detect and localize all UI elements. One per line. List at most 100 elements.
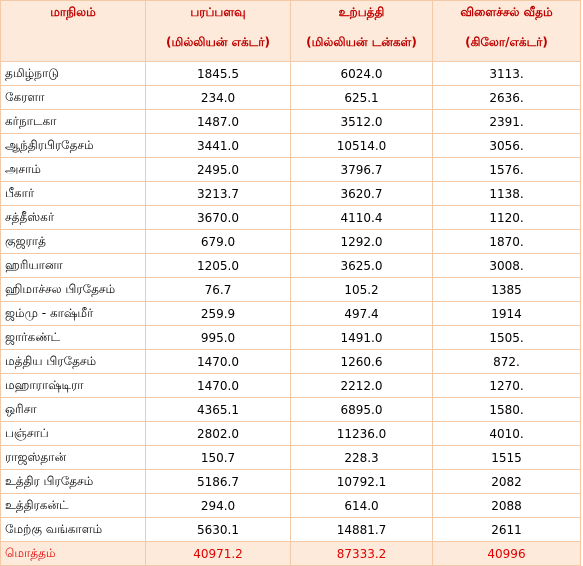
state-cell: மேற்கு வங்காளம் <box>0 517 146 542</box>
state-cell: கர்நாடகா <box>0 109 146 134</box>
value-cell: 3796.7 <box>290 157 433 182</box>
table-row: பஞ்சாப் 2802.0 11236.0 4010. <box>0 421 581 446</box>
state-cell: ஆந்திரபிரதேசம் <box>0 133 146 158</box>
header-cell: விளைச்சல் வீதம் (கிலோ/எக்டர்) <box>432 0 581 62</box>
state-cell: மஹாராஷ்டிரா <box>0 373 146 398</box>
value-cell: 1914 <box>432 301 581 326</box>
column-title: உற்பத்தி <box>338 5 385 19</box>
table-row: சத்தீஸ்கர் 3670.0 4110.4 1120. <box>0 205 581 230</box>
column-title: பரப்பளவு <box>190 5 246 19</box>
table-row: பீகார் 3213.7 3620.7 1138. <box>0 181 581 206</box>
value-cell: 1491.0 <box>290 325 433 350</box>
table-body: தமிழ்நாடு 1845.5 6024.0 3113. கேரளா 234.0 625.… <box>0 61 581 566</box>
table-header: மாநிலம் பரப்பளவு (மில்லியன் எக்டர்) உற்பத்த… <box>0 0 581 62</box>
value-cell: 4110.4 <box>290 205 433 230</box>
column-title: விளைச்சல் வீதம் <box>460 5 553 19</box>
value-cell: 4365.1 <box>145 397 291 422</box>
value-cell: 76.7 <box>145 277 291 302</box>
value-cell: 2636. <box>432 85 581 110</box>
state-cell: ஒரிசா <box>0 397 146 422</box>
column-unit: (மில்லியன் டன்கள்) <box>306 35 417 49</box>
table-row: ராஜஸ்தான் 150.7 228.3 1515 <box>0 445 581 470</box>
value-cell: 1470.0 <box>145 373 291 398</box>
state-cell: ஜார்கண்ட் <box>0 325 146 350</box>
header-cell: பரப்பளவு (மில்லியன் எக்டர்) <box>145 0 291 62</box>
total-value: 40996 <box>432 541 581 566</box>
value-cell: 10792.1 <box>290 469 433 494</box>
value-cell: 872. <box>432 349 581 374</box>
table-row: கேரளா 234.0 625.1 2636. <box>0 85 581 110</box>
value-cell: 1505. <box>432 325 581 350</box>
value-cell: 2802.0 <box>145 421 291 446</box>
state-cell: ராஜஸ்தான் <box>0 445 146 470</box>
total-value: 40971.2 <box>145 541 291 566</box>
table-row: மஹாராஷ்டிரா 1470.0 2212.0 1270. <box>0 373 581 398</box>
value-cell: 259.9 <box>145 301 291 326</box>
state-cell: பீகார் <box>0 181 146 206</box>
table-row: ஹரியானா 1205.0 3625.0 3008. <box>0 253 581 278</box>
state-cell: மத்திய பிரதேசம் <box>0 349 146 374</box>
state-cell: பஞ்சாப் <box>0 421 146 446</box>
value-cell: 1487.0 <box>145 109 291 134</box>
state-cell: உத்திரகன்ட் <box>0 493 146 518</box>
value-cell: 1120. <box>432 205 581 230</box>
value-cell: 228.3 <box>290 445 433 470</box>
table-row: ஆந்திரபிரதேசம் 3441.0 10514.0 3056. <box>0 133 581 158</box>
value-cell: 14881.7 <box>290 517 433 542</box>
value-cell: 3213.7 <box>145 181 291 206</box>
value-cell: 1576. <box>432 157 581 182</box>
value-cell: 1515 <box>432 445 581 470</box>
table-row: ஹிமாச்சல பிரதேசம் 76.7 105.2 1385 <box>0 277 581 302</box>
value-cell: 294.0 <box>145 493 291 518</box>
value-cell: 2611 <box>432 517 581 542</box>
header-cell: மாநிலம் <box>0 0 146 62</box>
value-cell: 11236.0 <box>290 421 433 446</box>
total-label: மொத்தம் <box>0 541 146 566</box>
value-cell: 1205.0 <box>145 253 291 278</box>
value-cell: 150.7 <box>145 445 291 470</box>
value-cell: 2212.0 <box>290 373 433 398</box>
table-row: தமிழ்நாடு 1845.5 6024.0 3113. <box>0 61 581 86</box>
value-cell: 3670.0 <box>145 205 291 230</box>
state-cell: கேரளா <box>0 85 146 110</box>
value-cell: 1385 <box>432 277 581 302</box>
value-cell: 3512.0 <box>290 109 433 134</box>
value-cell: 614.0 <box>290 493 433 518</box>
value-cell: 995.0 <box>145 325 291 350</box>
header-cell: உற்பத்தி (மில்லியன் டன்கள்) <box>290 0 433 62</box>
state-cell: அசாம் <box>0 157 146 182</box>
value-cell: 1580. <box>432 397 581 422</box>
table-row: குஜராத் 679.0 1292.0 1870. <box>0 229 581 254</box>
value-cell: 1470.0 <box>145 349 291 374</box>
value-cell: 2391. <box>432 109 581 134</box>
table-row: ஜம்மு - காஷ்மீர் 259.9 497.4 1914 <box>0 301 581 326</box>
table-row: மத்திய பிரதேசம் 1470.0 1260.6 872. <box>0 349 581 374</box>
value-cell: 3620.7 <box>290 181 433 206</box>
column-unit: (மில்லியன் எக்டர்) <box>166 35 270 49</box>
state-cell: உத்திர பிரதேசம் <box>0 469 146 494</box>
column-unit: (கிலோ/எக்டர்) <box>465 35 548 49</box>
state-cell: ஹிமாச்சல பிரதேசம் <box>0 277 146 302</box>
value-cell: 10514.0 <box>290 133 433 158</box>
value-cell: 3056. <box>432 133 581 158</box>
table-row: உத்திரகன்ட் 294.0 614.0 2088 <box>0 493 581 518</box>
value-cell: 1845.5 <box>145 61 291 86</box>
total-value: 87333.2 <box>290 541 433 566</box>
value-cell: 2088 <box>432 493 581 518</box>
value-cell: 5630.1 <box>145 517 291 542</box>
value-cell: 234.0 <box>145 85 291 110</box>
value-cell: 3441.0 <box>145 133 291 158</box>
state-cell: ஜம்மு - காஷ்மீர் <box>0 301 146 326</box>
value-cell: 4010. <box>432 421 581 446</box>
value-cell: 1870. <box>432 229 581 254</box>
value-cell: 1138. <box>432 181 581 206</box>
value-cell: 3625.0 <box>290 253 433 278</box>
table-row: கர்நாடகா 1487.0 3512.0 2391. <box>0 109 581 134</box>
value-cell: 3113. <box>432 61 581 86</box>
state-cell: ஹரியானா <box>0 253 146 278</box>
value-cell: 5186.7 <box>145 469 291 494</box>
value-cell: 1292.0 <box>290 229 433 254</box>
value-cell: 679.0 <box>145 229 291 254</box>
